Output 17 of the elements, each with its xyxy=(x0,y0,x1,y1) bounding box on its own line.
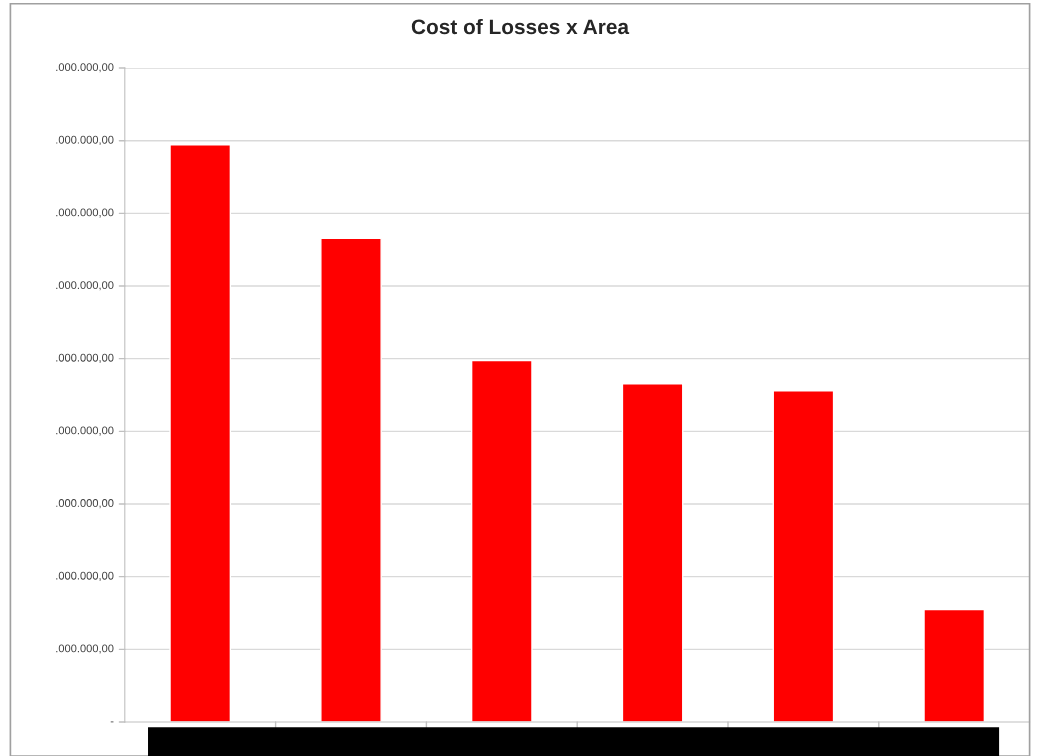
bar xyxy=(169,144,232,722)
text: .000.000,00 xyxy=(56,63,114,73)
text: .000.000,00 xyxy=(56,135,114,145)
bar xyxy=(470,359,533,722)
bar xyxy=(621,383,684,722)
chart-title: Cost of Losses x Area xyxy=(411,18,630,35)
text: - xyxy=(110,721,114,723)
text: .000.000,00 xyxy=(56,644,114,654)
text: .000.000,00 xyxy=(56,281,114,291)
bar xyxy=(772,389,835,722)
text: .000.000,00 xyxy=(56,499,114,509)
text: .000.000,00 xyxy=(56,353,114,363)
bar xyxy=(923,608,986,722)
text: .000.000,00 xyxy=(56,426,114,436)
text: .000.000,00 xyxy=(56,208,114,218)
text: .000.000,00 xyxy=(56,571,114,581)
bar xyxy=(320,237,382,722)
